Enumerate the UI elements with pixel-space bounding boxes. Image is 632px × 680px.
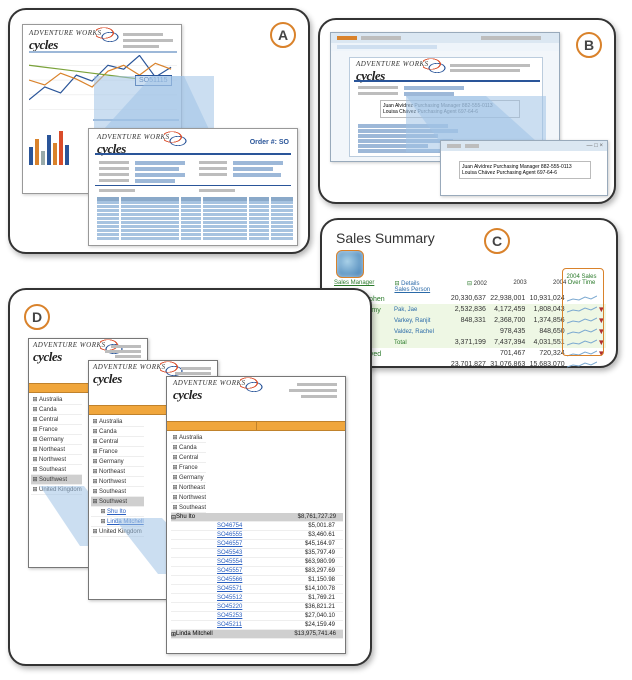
sparkline-highlight-box: [562, 268, 604, 356]
window-controls-icon[interactable]: — □ ×: [587, 143, 603, 149]
contact-box-large: Juan Alvídrez Purchasing Manager 882-555…: [459, 161, 591, 179]
panel-b: B ADVENTURE WORKS cycles Juan Alvídrez P…: [318, 18, 616, 204]
drilldown-table: ⊟Shu Ito$8,761,727.29SO46754$5,001.87SO4…: [171, 513, 343, 639]
logo-swoosh-icon: [96, 27, 126, 47]
logo-text-1: ADVENTURE WORKS: [29, 29, 102, 37]
region-list-1: ⊞Australia⊞Canda⊞Central⊞France⊞Germany⊞…: [31, 395, 82, 495]
col-sales-person: ⊟ Details Sales Person: [394, 258, 447, 293]
doc-a-order-detail: ADVENTURE WORKS cycles Order #: SO: [88, 128, 298, 246]
order-number-label: Order #: SO: [250, 139, 289, 146]
panel-a: A ADVENTURE WORKS cycles: [8, 8, 310, 254]
panel-d: D ADVENTURE WORKS cycles ⊞Australia⊞Cand…: [8, 288, 372, 666]
doc-d-level3: ADVENTURE WORKS cycles ⊞Australia⊞Canda⊞…: [166, 376, 346, 654]
sales-summary-title: Sales Summary: [336, 230, 435, 246]
region-list-3: ⊞Australia⊞Canda⊞Central⊞France⊞Germany⊞…: [171, 433, 206, 513]
mini-bar-chart: [29, 125, 89, 165]
badge-b: B: [576, 32, 602, 58]
badge-c: C: [484, 228, 510, 254]
doc-b-detail-popup: — □ × Juan Alvídrez Purchasing Manager 8…: [440, 140, 608, 196]
badge-a: A: [270, 22, 296, 48]
badge-d: D: [24, 304, 50, 330]
